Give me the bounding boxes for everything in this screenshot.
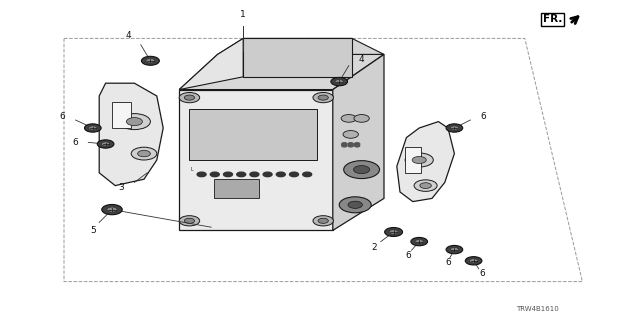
Circle shape bbox=[335, 79, 344, 84]
Circle shape bbox=[318, 218, 328, 223]
Circle shape bbox=[84, 124, 101, 132]
Circle shape bbox=[263, 172, 272, 177]
Text: L: L bbox=[190, 167, 193, 172]
Polygon shape bbox=[405, 147, 421, 173]
Circle shape bbox=[339, 197, 371, 213]
Circle shape bbox=[179, 216, 200, 226]
Circle shape bbox=[276, 172, 285, 177]
Circle shape bbox=[88, 126, 97, 130]
Circle shape bbox=[184, 218, 195, 223]
Circle shape bbox=[446, 124, 463, 132]
Text: 6: 6 bbox=[445, 258, 451, 267]
Polygon shape bbox=[179, 38, 243, 90]
Circle shape bbox=[389, 230, 398, 234]
Circle shape bbox=[343, 131, 358, 138]
Text: 6: 6 bbox=[406, 251, 411, 260]
Circle shape bbox=[412, 156, 426, 164]
Circle shape bbox=[342, 144, 347, 147]
Text: 2: 2 bbox=[372, 244, 377, 252]
Polygon shape bbox=[189, 109, 317, 160]
Circle shape bbox=[342, 143, 347, 145]
Circle shape bbox=[179, 92, 200, 103]
Circle shape bbox=[331, 77, 348, 86]
Polygon shape bbox=[179, 54, 384, 90]
Circle shape bbox=[353, 165, 370, 174]
Circle shape bbox=[102, 142, 110, 146]
Text: 6: 6 bbox=[73, 138, 78, 147]
Circle shape bbox=[415, 239, 424, 244]
Circle shape bbox=[313, 216, 333, 226]
Circle shape bbox=[250, 172, 259, 177]
Circle shape bbox=[289, 172, 298, 177]
Polygon shape bbox=[179, 90, 333, 230]
Text: 3: 3 bbox=[119, 183, 124, 192]
Circle shape bbox=[344, 161, 380, 179]
Circle shape bbox=[348, 201, 362, 208]
Text: 4: 4 bbox=[359, 55, 364, 64]
Circle shape bbox=[131, 147, 157, 160]
Circle shape bbox=[138, 150, 150, 157]
Polygon shape bbox=[214, 179, 259, 198]
Circle shape bbox=[355, 143, 360, 145]
Circle shape bbox=[318, 95, 328, 100]
Circle shape bbox=[211, 172, 220, 177]
Circle shape bbox=[146, 59, 155, 63]
Circle shape bbox=[223, 172, 232, 177]
Circle shape bbox=[451, 126, 458, 130]
Circle shape bbox=[355, 144, 360, 147]
Circle shape bbox=[385, 228, 403, 236]
Circle shape bbox=[141, 56, 159, 65]
Circle shape bbox=[420, 183, 431, 188]
Polygon shape bbox=[333, 54, 384, 230]
Circle shape bbox=[446, 245, 463, 254]
Polygon shape bbox=[99, 83, 163, 186]
Polygon shape bbox=[218, 38, 384, 54]
Circle shape bbox=[313, 92, 333, 103]
Text: TRW4B1610: TRW4B1610 bbox=[516, 306, 559, 312]
Text: 4: 4 bbox=[125, 31, 131, 40]
Text: 1: 1 bbox=[241, 10, 246, 19]
Circle shape bbox=[348, 144, 353, 147]
Circle shape bbox=[465, 257, 482, 265]
Circle shape bbox=[354, 115, 369, 122]
Circle shape bbox=[184, 95, 195, 100]
Text: 6: 6 bbox=[60, 112, 65, 121]
Text: 6: 6 bbox=[481, 112, 486, 121]
Circle shape bbox=[348, 143, 353, 145]
Circle shape bbox=[470, 259, 478, 263]
Text: FR.: FR. bbox=[543, 14, 562, 24]
Text: 6: 6 bbox=[479, 269, 484, 278]
Polygon shape bbox=[397, 122, 454, 202]
Circle shape bbox=[197, 172, 206, 177]
Circle shape bbox=[411, 237, 428, 246]
Circle shape bbox=[127, 117, 143, 125]
Circle shape bbox=[118, 114, 150, 130]
Circle shape bbox=[237, 172, 246, 177]
Circle shape bbox=[341, 115, 356, 122]
Circle shape bbox=[414, 180, 437, 191]
Circle shape bbox=[405, 153, 433, 167]
Polygon shape bbox=[112, 102, 131, 128]
Polygon shape bbox=[243, 38, 352, 77]
Circle shape bbox=[303, 172, 312, 177]
Circle shape bbox=[97, 140, 114, 148]
Text: 5: 5 bbox=[90, 226, 95, 235]
Circle shape bbox=[107, 207, 117, 212]
Circle shape bbox=[102, 204, 122, 215]
Circle shape bbox=[451, 248, 458, 252]
